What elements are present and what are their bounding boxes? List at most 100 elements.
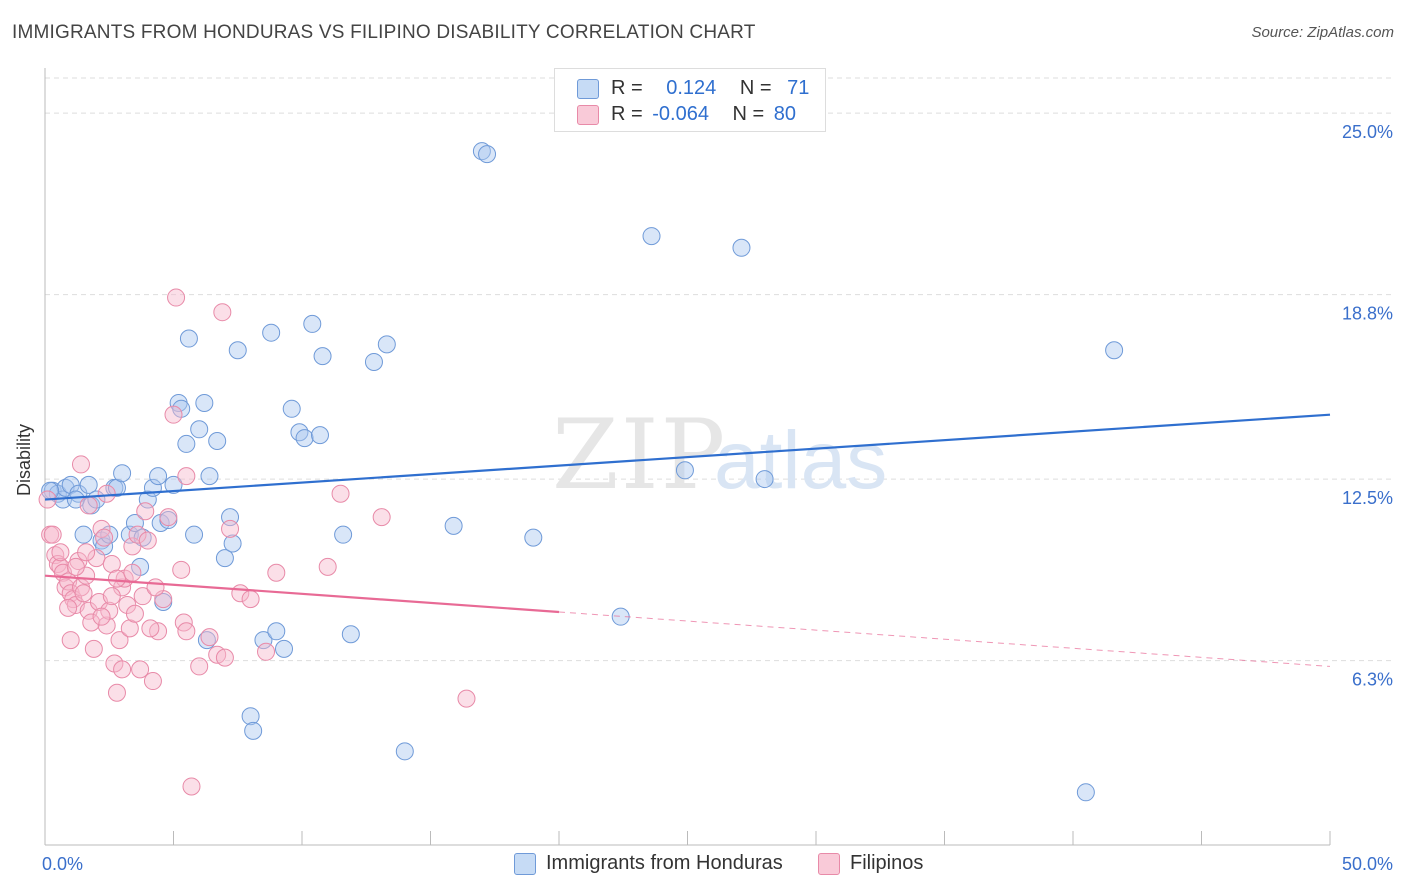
- point-filipinos: [177, 467, 196, 486]
- legend-r-value-honduras: 0.124: [666, 77, 717, 99]
- point-honduras: [377, 335, 396, 354]
- point-honduras: [478, 145, 497, 164]
- point-filipinos: [257, 642, 276, 661]
- point-filipinos: [318, 557, 337, 576]
- point-honduras: [675, 461, 694, 480]
- point-honduras: [524, 528, 543, 547]
- watermark-zip: ZIP: [552, 399, 727, 511]
- point-honduras: [1076, 783, 1095, 802]
- point-filipinos: [177, 622, 196, 641]
- point-honduras: [244, 721, 263, 740]
- point-filipinos: [48, 554, 67, 573]
- point-filipinos: [241, 590, 260, 609]
- point-filipinos: [71, 455, 90, 474]
- point-honduras: [200, 467, 219, 486]
- legend-r-label: R =: [611, 103, 643, 125]
- data-points: [38, 142, 1124, 802]
- point-honduras: [341, 625, 360, 644]
- point-honduras: [267, 622, 286, 641]
- point-honduras: [223, 534, 242, 553]
- point-honduras: [185, 525, 204, 544]
- point-honduras: [138, 490, 157, 509]
- point-filipinos: [200, 628, 219, 647]
- point-honduras: [113, 464, 132, 483]
- point-honduras: [282, 399, 301, 418]
- point-honduras: [125, 513, 144, 532]
- point-filipinos: [97, 616, 116, 635]
- grid-lines: [45, 77, 1392, 662]
- tick-labels: 6.3% 12.5% 18.8% 25.0% 0.0% 50.0%: [42, 122, 1393, 874]
- point-filipinos: [143, 672, 162, 691]
- point-honduras: [275, 639, 294, 658]
- source-credit: Source: ZipAtlas.com: [1251, 24, 1394, 41]
- point-honduras: [755, 470, 774, 489]
- point-honduras: [364, 352, 383, 371]
- point-filipinos: [138, 531, 157, 550]
- point-honduras: [254, 631, 273, 650]
- point-filipinos: [82, 613, 101, 632]
- point-filipinos: [172, 560, 191, 579]
- trend-line-honduras: [44, 413, 1331, 501]
- watermark-atlas: atlas: [714, 415, 887, 506]
- point-filipinos: [79, 496, 98, 515]
- point-honduras: [334, 525, 353, 544]
- legend-r-value-filipinos: -0.064: [652, 103, 709, 125]
- point-filipinos: [107, 569, 126, 588]
- point-honduras: [303, 314, 322, 333]
- point-filipinos: [213, 303, 232, 322]
- point-honduras: [215, 549, 234, 568]
- point-honduras: [177, 434, 196, 453]
- point-filipinos: [43, 525, 62, 544]
- point-filipinos: [123, 537, 142, 556]
- point-honduras: [241, 707, 260, 726]
- axes: [44, 68, 1331, 846]
- point-honduras: [642, 227, 661, 246]
- point-filipinos: [141, 619, 160, 638]
- point-filipinos: [136, 502, 155, 521]
- point-honduras: [1105, 341, 1124, 360]
- legend-r-label: R =: [611, 77, 643, 99]
- point-filipinos: [77, 543, 96, 562]
- point-honduras: [262, 323, 281, 342]
- point-honduras: [313, 347, 332, 366]
- point-honduras: [164, 475, 183, 494]
- point-filipinos: [182, 777, 201, 796]
- bottom-legend-swatch-pink: [818, 853, 840, 875]
- x-tick-label: 0.0%: [42, 854, 83, 874]
- point-filipinos: [221, 519, 240, 538]
- point-filipinos: [331, 484, 350, 503]
- point-filipinos: [457, 689, 476, 708]
- point-filipinos: [102, 587, 121, 606]
- point-honduras: [195, 393, 214, 412]
- point-filipinos: [190, 657, 209, 676]
- point-honduras: [310, 426, 329, 445]
- point-filipinos: [74, 584, 93, 603]
- point-filipinos: [215, 648, 234, 667]
- legend-swatch-blue: [577, 79, 599, 99]
- point-honduras: [290, 423, 309, 442]
- y-tick-label: 18.8%: [1342, 304, 1393, 324]
- point-filipinos: [146, 578, 165, 597]
- point-filipinos: [84, 639, 103, 658]
- point-filipinos: [95, 528, 114, 547]
- y-tick-label: 25.0%: [1342, 122, 1393, 142]
- point-filipinos: [133, 587, 152, 606]
- trend-line-filipinos-dashed: [558, 611, 1331, 667]
- point-filipinos: [167, 288, 186, 307]
- point-honduras: [149, 467, 168, 486]
- legend-swatch-pink: [577, 105, 599, 125]
- point-honduras: [228, 341, 247, 360]
- point-filipinos: [87, 549, 106, 568]
- point-filipinos: [123, 563, 142, 582]
- point-honduras: [395, 742, 414, 761]
- trend-lines: [44, 413, 1331, 667]
- point-filipinos: [61, 631, 80, 650]
- point-honduras: [190, 420, 209, 439]
- point-filipinos: [125, 604, 144, 623]
- legend-n-label: N =: [739, 77, 772, 99]
- point-filipinos: [164, 405, 183, 424]
- point-honduras: [74, 525, 93, 544]
- point-filipinos: [131, 660, 150, 679]
- point-filipinos: [159, 508, 178, 527]
